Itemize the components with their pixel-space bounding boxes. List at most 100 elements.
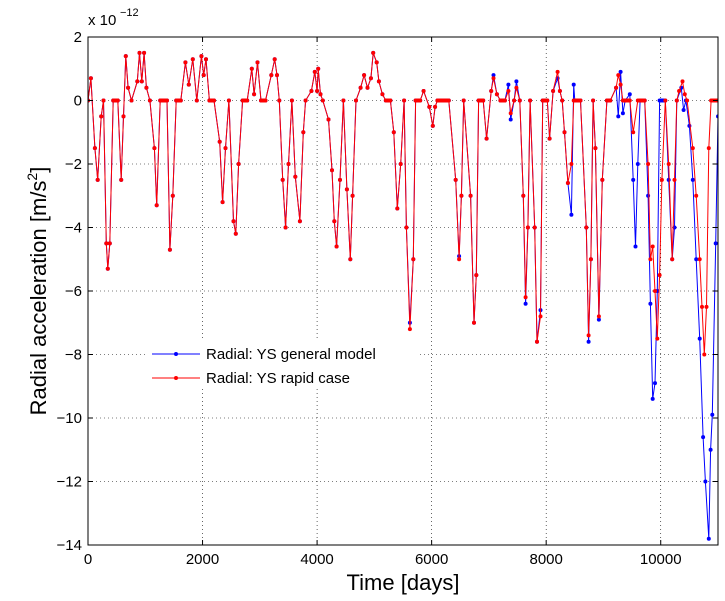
data-point-rapid <box>402 98 407 103</box>
data-point-general <box>635 162 640 166</box>
data-point-rapid <box>591 98 596 103</box>
baseline-marker-rapid <box>388 98 393 103</box>
data-point-rapid <box>659 177 664 182</box>
legend-marker-general <box>174 352 178 356</box>
data-point-general <box>571 82 576 87</box>
data-point-general <box>666 177 671 182</box>
data-point-rapid <box>194 98 199 103</box>
data-point-rapid <box>555 69 560 74</box>
data-point-rapid <box>506 89 511 93</box>
data-point-rapid <box>309 89 314 93</box>
data-point-rapid <box>472 320 476 325</box>
data-point-rapid <box>362 73 367 78</box>
data-point-rapid <box>88 76 93 81</box>
y-axis-label-end: ] <box>26 167 51 173</box>
data-point-rapid <box>484 136 489 141</box>
baseline-marker-rapid <box>577 98 582 103</box>
data-point-rapid <box>680 79 685 84</box>
data-point-rapid <box>275 73 279 78</box>
data-point-rapid <box>204 57 208 62</box>
y-tick-label: −10 <box>57 410 82 427</box>
data-point-rapid <box>614 85 619 90</box>
data-point-rapid <box>655 336 660 341</box>
y-axis-label: Radial acceleration [m/s2] <box>24 167 51 416</box>
data-point-rapid <box>547 136 552 141</box>
data-point-general <box>506 82 511 87</box>
data-point-rapid <box>411 257 416 262</box>
data-point-rapid <box>646 162 651 166</box>
data-point-general <box>690 177 695 182</box>
data-point-rapid <box>358 85 363 90</box>
data-point-rapid <box>562 130 567 135</box>
data-point-rapid <box>286 162 291 166</box>
data-point-rapid <box>101 98 106 103</box>
data-point-rapid <box>702 352 707 357</box>
exponent-label: x 10 −12 <box>88 7 139 29</box>
baseline-marker-rapid <box>502 98 507 103</box>
data-point-general <box>646 193 651 198</box>
y-tick-label: −8 <box>65 347 82 364</box>
data-point-rapid <box>618 82 623 87</box>
data-point-rapid <box>421 89 426 93</box>
data-point-rapid <box>137 50 142 55</box>
data-point-rapid <box>338 177 342 182</box>
data-point-rapid <box>674 98 679 103</box>
baseline-marker-rapid <box>178 98 183 103</box>
data-point-rapid <box>249 66 254 71</box>
data-point-rapid <box>648 257 653 262</box>
data-point-rapid <box>670 257 675 262</box>
data-point-rapid <box>532 225 537 230</box>
data-point-rapid <box>616 73 621 78</box>
data-point-rapid <box>320 98 325 103</box>
data-point-rapid <box>272 57 277 62</box>
legend: Radial: YS general model Radial: YS rapi… <box>145 340 418 388</box>
data-point-general <box>703 479 708 484</box>
data-point-rapid <box>653 289 657 293</box>
data-point-rapid <box>318 92 323 97</box>
data-point-rapid <box>152 146 157 151</box>
data-point-general <box>631 177 636 182</box>
data-point-rapid <box>380 92 385 97</box>
baseline-marker-rapid <box>244 98 249 103</box>
data-point-general <box>697 336 702 341</box>
data-point-rapid <box>474 273 479 278</box>
y-tick-label: 0 <box>74 93 82 110</box>
baseline-marker-rapid <box>445 98 450 103</box>
data-point-general <box>627 92 632 97</box>
data-point-rapid <box>105 266 110 271</box>
data-point-rapid <box>365 85 370 90</box>
baseline-marker-rapid <box>163 98 168 103</box>
data-point-rapid <box>461 98 466 103</box>
data-point-rapid <box>433 104 438 109</box>
data-point-rapid <box>135 79 140 84</box>
data-point-rapid <box>170 193 175 198</box>
data-point-rapid <box>289 98 294 103</box>
x-tick-label: 8000 <box>529 551 562 568</box>
data-point-rapid <box>344 187 349 192</box>
data-point-rapid <box>677 89 682 93</box>
baseline-marker-rapid <box>480 98 485 103</box>
baseline-marker-rapid <box>211 98 216 103</box>
data-point-rapid <box>104 241 109 246</box>
data-point-general <box>648 301 653 306</box>
data-point-rapid <box>167 247 172 252</box>
data-point-rapid <box>277 98 282 103</box>
baseline-marker-rapid <box>263 98 268 103</box>
data-point-general <box>653 381 657 386</box>
y-tick-label: −6 <box>65 283 82 300</box>
data-point-general <box>616 114 621 119</box>
y-tick-label: −14 <box>57 537 82 554</box>
baseline-marker-rapid <box>607 98 612 103</box>
baseline-marker-rapid <box>417 98 422 103</box>
data-point-rapid <box>427 104 432 109</box>
data-point-rapid <box>255 60 260 65</box>
data-point-rapid <box>430 123 435 128</box>
data-point-rapid <box>142 50 147 55</box>
data-point-rapid <box>453 177 458 182</box>
data-point-rapid <box>489 89 494 93</box>
data-point-rapid <box>600 177 605 182</box>
data-point-rapid <box>557 89 562 93</box>
data-point-rapid <box>586 333 591 338</box>
